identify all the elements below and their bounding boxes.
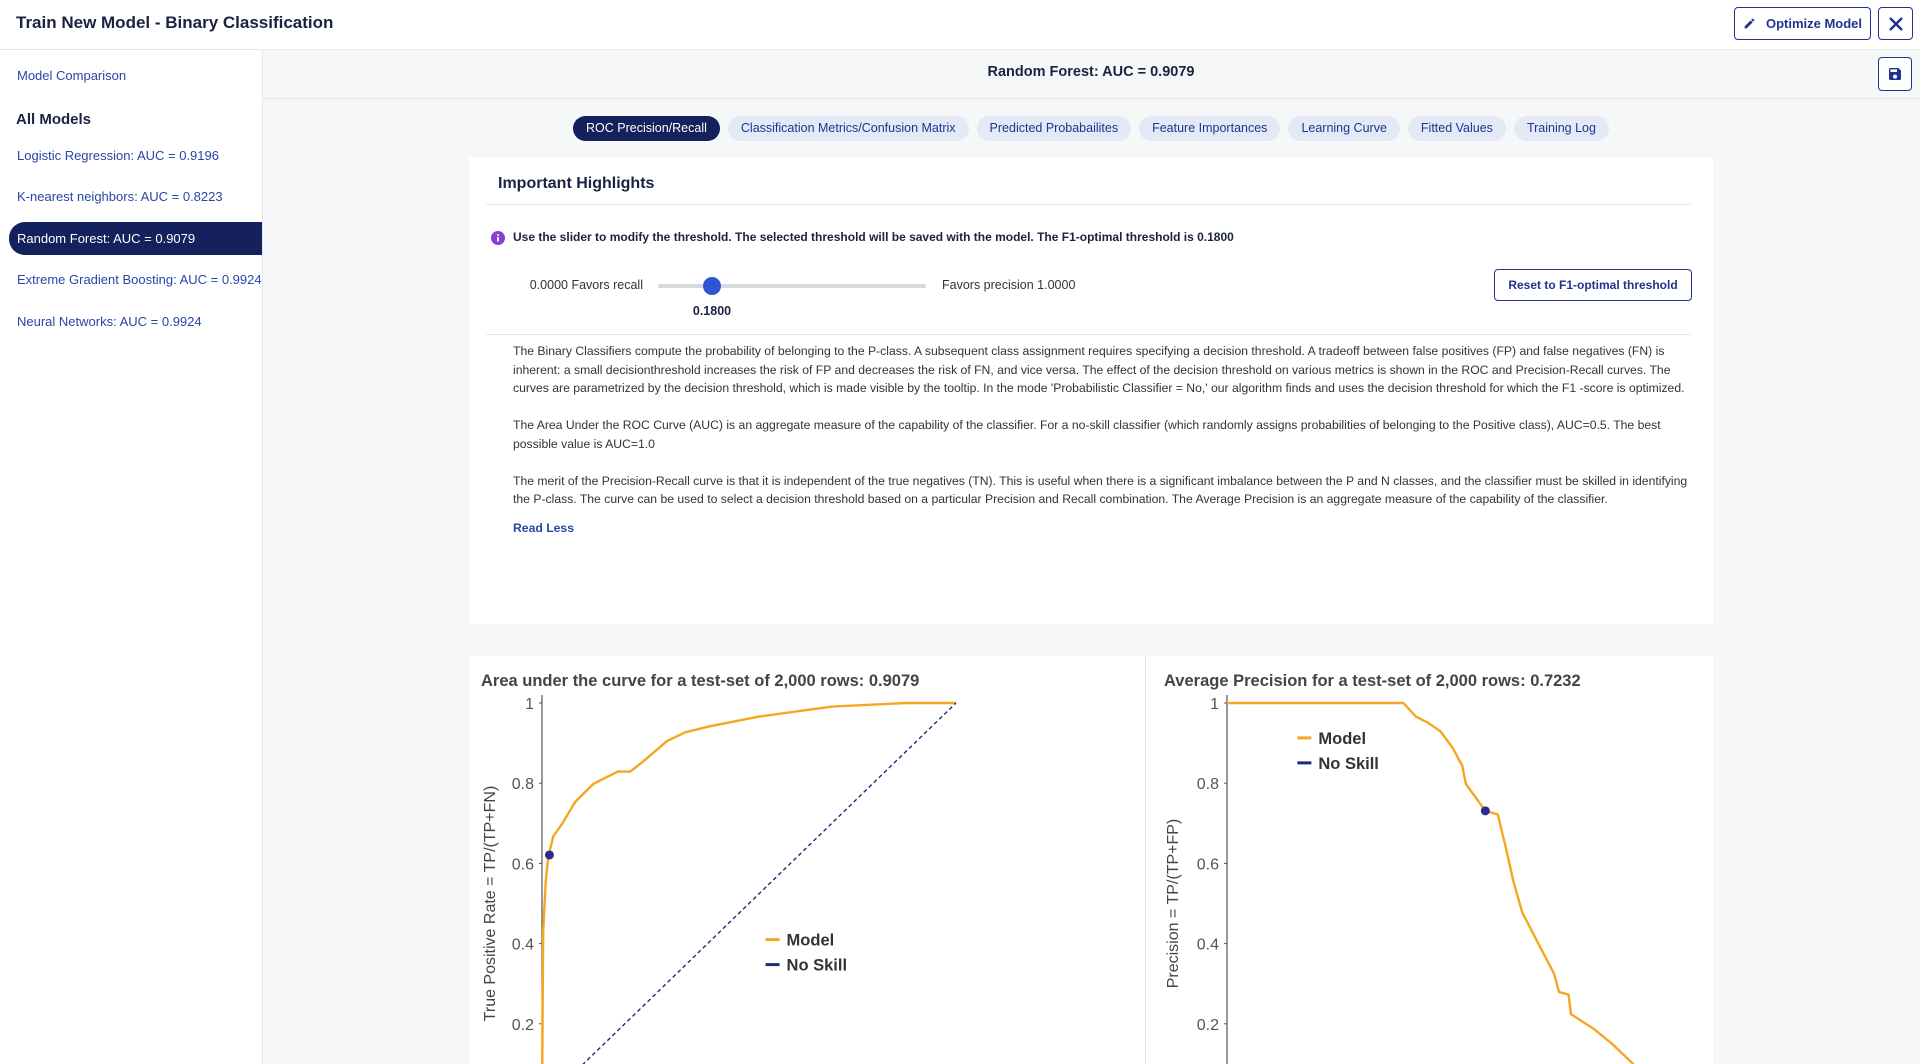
card-title: Important Highlights <box>498 175 655 192</box>
close-icon <box>1888 16 1903 31</box>
tab[interactable]: Predicted Probabailites <box>976 116 1132 141</box>
y-tick-label: 1 <box>525 696 534 713</box>
paragraph: The Binary Classifiers compute the proba… <box>513 344 1685 395</box>
legend-label: Model <box>787 932 835 950</box>
slider-value: 0.1800 <box>692 304 732 318</box>
series-line <box>582 702 957 1064</box>
model-comparison-link[interactable]: Model Comparison <box>17 68 127 83</box>
model-title: Random Forest: AUC = 0.9079 <box>987 64 1195 80</box>
legend-label: Model <box>1318 730 1366 748</box>
read-less-link[interactable]: Read Less <box>513 521 574 535</box>
series-line <box>1227 701 1635 1064</box>
slider-thumb[interactable] <box>703 277 721 295</box>
section-heading: All Models <box>16 111 92 128</box>
roc-chart: Area under the curve for a test-set of 2… <box>481 672 957 1064</box>
pr-chart: Average Precision for a test-set of 2,00… <box>1145 656 1635 1064</box>
highlights-card: Important Highlights Use the slider to m… <box>469 157 1713 624</box>
pencil-icon <box>1744 18 1755 29</box>
y-tick-label: 0.4 <box>1197 937 1219 954</box>
tab[interactable]: Fitted Values <box>1407 116 1506 141</box>
button-label: Optimize Model <box>1765 16 1863 31</box>
reset-button[interactable]: Reset to F1-optimal threshold <box>1494 269 1692 301</box>
paragraph: The Area Under the ROC Curve (AUC) is an… <box>513 418 1661 451</box>
info-text: Use the slider to modify the threshold. … <box>513 230 1234 244</box>
info-icon <box>491 231 505 245</box>
save-button[interactable] <box>1878 57 1912 91</box>
y-tick-label: 0.2 <box>512 1017 534 1034</box>
tab[interactable]: ROC Precision/Recall <box>573 116 720 141</box>
y-tick-label: 0.8 <box>512 776 534 793</box>
page-title: Train New Model - Binary Classification <box>16 13 334 32</box>
legend-label: No Skill <box>1318 755 1379 773</box>
tab[interactable]: Training Log <box>1513 116 1609 141</box>
y-tick-label: 0.6 <box>512 856 534 873</box>
divider <box>486 334 1691 335</box>
slider-min-label: 0.0000 Favors recall <box>529 278 643 292</box>
divider <box>263 98 1920 99</box>
y-tick-label: 0.8 <box>1197 776 1219 793</box>
save-icon <box>1889 68 1901 80</box>
y-tick-label: 0.4 <box>512 937 534 954</box>
slider-max-label: Favors precision 1.0000 <box>942 278 1076 292</box>
chart-title: Area under the curve for a test-set of 2… <box>481 672 919 690</box>
tab-bar: ROC Precision/Recall Classification Metri… <box>262 116 1920 141</box>
threshold-marker <box>544 850 554 860</box>
divider <box>486 204 1691 205</box>
legend-label: No Skill <box>787 957 848 975</box>
sidebar: Model Comparison All Models Logistic Reg… <box>0 50 263 1064</box>
close-button[interactable] <box>1878 7 1913 40</box>
header: Train New Model - Binary Classification … <box>0 0 1920 50</box>
y-axis-title: Precision = TP/(TP+FP) <box>1165 819 1182 989</box>
optimize-button[interactable]: Optimize Model <box>1734 7 1871 40</box>
model-item[interactable]: Logistic Regression: AUC = 0.9196 <box>17 147 219 163</box>
description: The Binary Classifiers compute the proba… <box>513 342 1691 538</box>
model-item[interactable]: Random Forest: AUC = 0.9079 <box>9 221 262 255</box>
tab[interactable]: Feature Importances <box>1139 116 1281 141</box>
tab[interactable]: Classification Metrics/Confusion Matrix <box>727 116 969 141</box>
y-tick-label: 0.2 <box>1197 1017 1219 1034</box>
chart-title: Average Precision for a test-set of 2,00… <box>1164 672 1581 690</box>
y-tick-label: 1 <box>1210 696 1219 713</box>
threshold-marker <box>1480 806 1490 816</box>
model-item[interactable]: Neural Networks: AUC = 0.9924 <box>17 313 202 329</box>
model-item[interactable]: Extreme Gradient Boosting: AUC = 0.9924 <box>17 272 262 287</box>
series-line <box>541 701 956 1064</box>
tab[interactable]: Learning Curve <box>1288 116 1400 141</box>
charts-panel: Area under the curve for a test-set of 2… <box>469 656 1713 1064</box>
y-tick-label: 0.6 <box>1197 856 1219 873</box>
paragraph: The merit of the Precision-Recall curve … <box>513 473 1688 507</box>
y-axis-title: True Positive Rate = TP/(TP+FN) <box>482 786 499 1022</box>
slider-track[interactable] <box>658 284 926 288</box>
model-item[interactable]: K-nearest neighbors: AUC = 0.8223 <box>17 189 223 204</box>
